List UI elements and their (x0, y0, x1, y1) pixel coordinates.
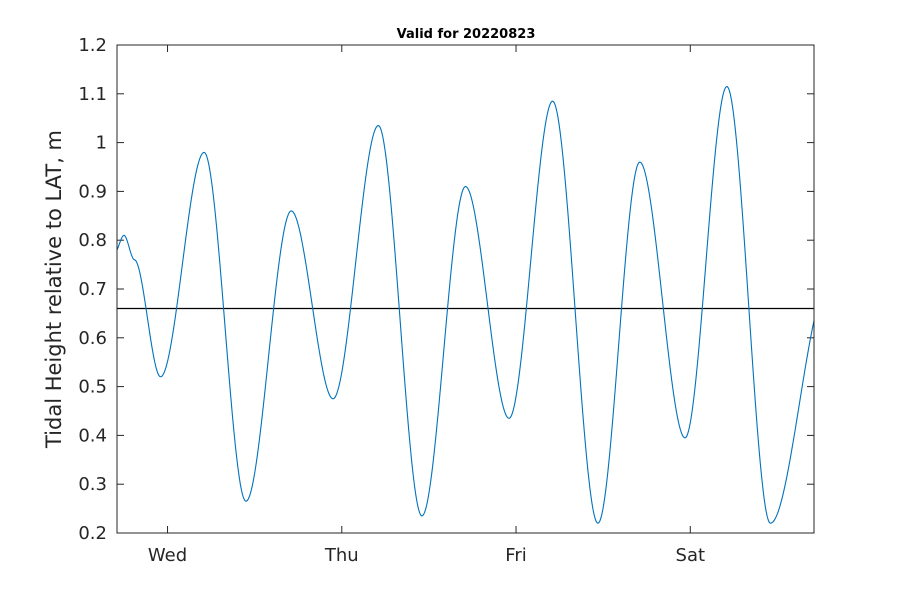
x-tick-label: Sat (676, 545, 706, 566)
tide-height-series (116, 86, 815, 524)
x-tick-label: Wed (148, 545, 187, 566)
plot-frame (116, 44, 815, 534)
y-tick-label: 0.6 (78, 328, 107, 349)
x-tick-label: Fri (505, 545, 526, 566)
y-tick-label: 0.2 (78, 523, 107, 544)
x-tick-label: Thu (324, 545, 359, 566)
y-tick-label: 0.8 (78, 230, 107, 251)
y-tick-label: 0.5 (78, 377, 107, 398)
y-tick-label: 0.7 (78, 279, 107, 300)
y-tick-label: 1.2 (78, 35, 107, 56)
y-tick-label: 0.3 (78, 474, 107, 495)
y-tick-label: 1.1 (78, 84, 107, 105)
chart-title: Valid for 20220823 (397, 27, 536, 42)
plot-area (117, 45, 814, 533)
y-axis-label: Tidal Height relative to LAT, m (42, 130, 66, 449)
y-tick-label: 0.9 (78, 181, 107, 202)
y-tick-label: 1 (96, 133, 107, 154)
x-axis: Wed Thu Fri Sat (148, 45, 705, 566)
y-tick-label: 0.4 (78, 425, 107, 446)
y-axis: 0.2 0.3 0.4 0.5 0.6 0.7 0.8 0.9 1 1.1 1.2 (78, 35, 814, 544)
